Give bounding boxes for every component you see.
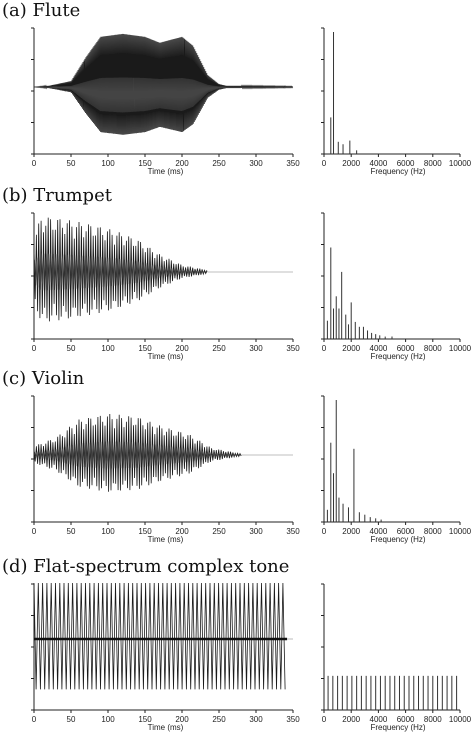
spectrum-x-tick-label: 0 bbox=[322, 527, 327, 536]
spectrum-x-tick-label: 6000 bbox=[397, 527, 415, 536]
waveform-x-tick-label: 300 bbox=[249, 527, 263, 536]
waveform-x-tick-label: 350 bbox=[286, 527, 300, 536]
waveform-x-tick-label: 150 bbox=[138, 715, 152, 724]
waveform-x-tick-label: 200 bbox=[175, 159, 189, 168]
spectrum-x-tick-label: 2000 bbox=[342, 527, 360, 536]
waveform-x-axis-label: Time (ms) bbox=[148, 167, 184, 176]
spectrum-x-axis-label: Frequency (Hz) bbox=[370, 352, 425, 361]
waveform-x-tick-label: 50 bbox=[67, 715, 76, 724]
spectrum-x-tick-label: 10000 bbox=[449, 159, 472, 168]
waveform-x-tick-label: 100 bbox=[101, 527, 115, 536]
waveform-x-tick-label: 250 bbox=[212, 344, 226, 353]
waveform-x-tick-label: 0 bbox=[32, 527, 37, 536]
spectrum-x-tick-label: 2000 bbox=[342, 715, 360, 724]
spectrum-x-tick-label: 0 bbox=[322, 344, 327, 353]
waveform-x-tick-label: 250 bbox=[212, 159, 226, 168]
panel-title: (a) Flute bbox=[2, 0, 80, 21]
panel-title: (d) Flat-spectrum complex tone bbox=[2, 556, 289, 577]
waveform-x-tick-label: 150 bbox=[138, 527, 152, 536]
waveform-inner-trace bbox=[34, 253, 208, 291]
waveform-x-tick-label: 200 bbox=[175, 527, 189, 536]
waveform-x-tick-label: 100 bbox=[101, 159, 115, 168]
waveform-trace bbox=[33, 413, 242, 492]
waveform-x-tick-label: 200 bbox=[175, 344, 189, 353]
spectrum-x-tick-label: 4000 bbox=[370, 715, 388, 724]
spectrum-x-tick-label: 4000 bbox=[370, 159, 388, 168]
spectrum-x-tick-label: 6000 bbox=[397, 344, 415, 353]
waveform-inner-trace bbox=[34, 441, 241, 469]
spectrum-x-tick-label: 10000 bbox=[449, 715, 472, 724]
spectrum-x-tick-label: 8000 bbox=[424, 715, 442, 724]
spectrum-x-tick-label: 2000 bbox=[342, 159, 360, 168]
waveform-x-tick-label: 350 bbox=[286, 715, 300, 724]
waveform-x-tick-label: 250 bbox=[212, 527, 226, 536]
waveform-x-tick-label: 50 bbox=[67, 344, 76, 353]
spectrum-x-tick-label: 6000 bbox=[397, 715, 415, 724]
spectrum-x-axis-label: Frequency (Hz) bbox=[370, 535, 425, 544]
waveform-x-tick-label: 0 bbox=[32, 159, 37, 168]
spectrum-x-axis-label: Frequency (Hz) bbox=[370, 167, 425, 176]
waveform-x-tick-label: 50 bbox=[67, 527, 76, 536]
spectrum-x-tick-label: 10000 bbox=[449, 527, 472, 536]
waveform-x-axis-label: Time (ms) bbox=[148, 723, 184, 732]
spectrum-x-tick-label: 8000 bbox=[424, 344, 442, 353]
spectrum-x-tick-label: 10000 bbox=[449, 344, 472, 353]
waveform-x-axis-label: Time (ms) bbox=[148, 352, 184, 361]
waveform-x-tick-label: 300 bbox=[249, 344, 263, 353]
waveform-x-tick-label: 350 bbox=[286, 159, 300, 168]
waveform-x-tick-label: 0 bbox=[32, 715, 37, 724]
waveform-inner-trace bbox=[34, 77, 294, 113]
spectrum-x-tick-label: 4000 bbox=[370, 527, 388, 536]
waveform-trace bbox=[33, 217, 208, 322]
spectrum-x-tick-label: 0 bbox=[322, 159, 327, 168]
waveform-x-tick-label: 200 bbox=[175, 715, 189, 724]
waveform-x-tick-label: 250 bbox=[212, 715, 226, 724]
spectrum-x-tick-label: 0 bbox=[322, 715, 327, 724]
waveform-x-tick-label: 100 bbox=[101, 715, 115, 724]
spectrum-x-tick-label: 4000 bbox=[370, 344, 388, 353]
spectrum-x-tick-label: 2000 bbox=[342, 344, 360, 353]
waveform-x-tick-label: 150 bbox=[138, 159, 152, 168]
spectrum-x-tick-label: 8000 bbox=[424, 159, 442, 168]
panel-title: (c) Violin bbox=[2, 368, 85, 389]
waveform-x-tick-label: 0 bbox=[32, 344, 37, 353]
waveform-x-tick-label: 150 bbox=[138, 344, 152, 353]
panel-title: (b) Trumpet bbox=[2, 185, 113, 206]
spectrum-x-tick-label: 8000 bbox=[424, 527, 442, 536]
waveform-trace bbox=[33, 582, 286, 690]
waveform-x-tick-label: 50 bbox=[67, 159, 76, 168]
spectrum-x-axis-label: Frequency (Hz) bbox=[370, 723, 425, 732]
waveform-x-axis-label: Time (ms) bbox=[148, 535, 184, 544]
waveform-x-tick-label: 300 bbox=[249, 159, 263, 168]
spectrum-x-tick-label: 6000 bbox=[397, 159, 415, 168]
waveform-x-tick-label: 100 bbox=[101, 344, 115, 353]
waveform-trace bbox=[34, 33, 294, 135]
waveform-x-tick-label: 350 bbox=[286, 344, 300, 353]
waveform-x-tick-label: 300 bbox=[249, 715, 263, 724]
